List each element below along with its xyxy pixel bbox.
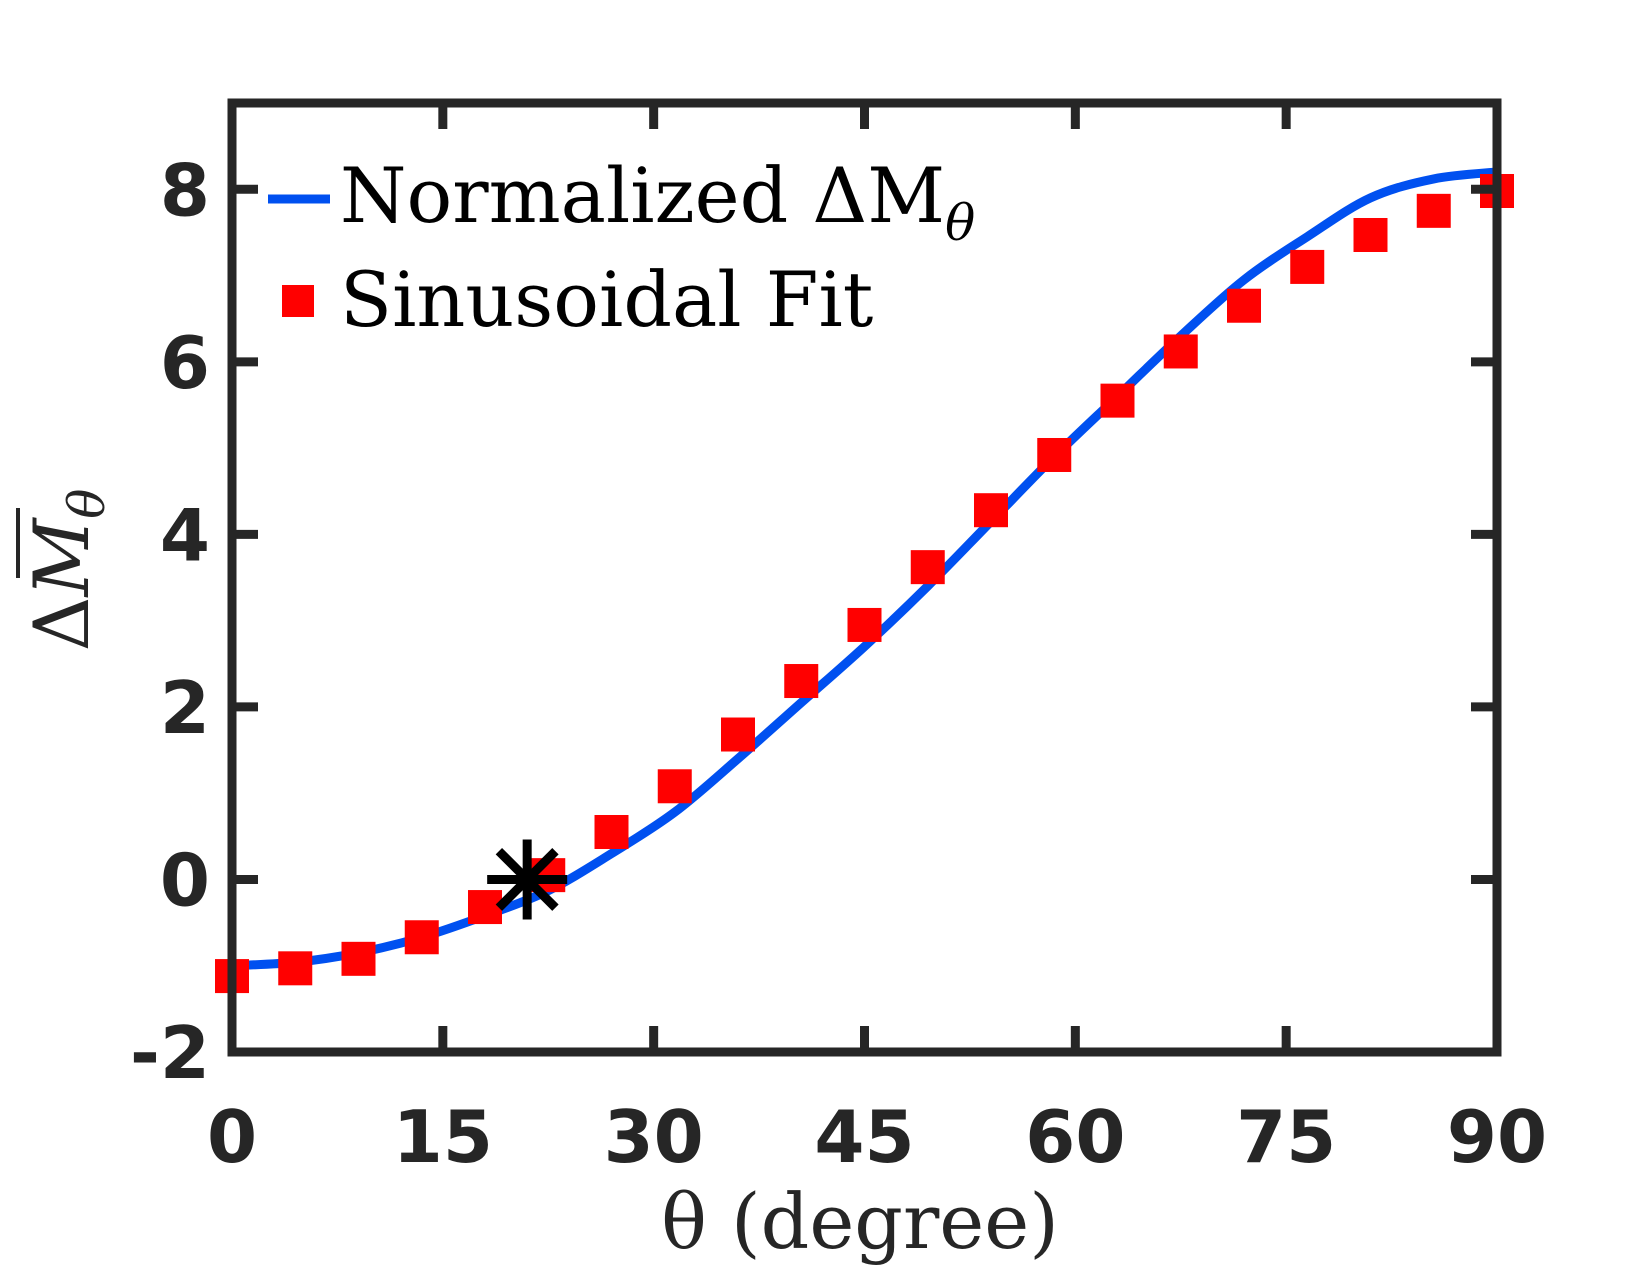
marker-point-6 [594,815,629,850]
y-tick-label-6: 6 [160,321,210,405]
marker-point-19 [1416,193,1451,228]
marker-point-18 [1353,217,1388,252]
marker-point-12 [974,493,1008,528]
marker-point-15 [1163,334,1198,369]
x-tick-label-30: 30 [604,1095,704,1179]
marker-point-3 [404,920,439,955]
line-series-layer [227,167,1502,971]
series-line-normalized [227,167,1502,971]
x-tick-label-15: 15 [393,1095,493,1179]
legend-label-marker: Sinusoidal Fit [340,255,873,344]
legend-swatch-marker [282,285,314,317]
x-tick-label-75: 75 [1236,1095,1336,1179]
marker-series-layer [215,173,1514,994]
axes-box [227,98,1502,1057]
asterisk-stroke-3 [495,847,559,911]
axes [227,98,1502,1057]
y-axis-title: ΔMθ [16,489,116,652]
annotation-layer [487,839,568,920]
legend-label-line: Normalized ΔMθ [340,151,975,252]
x-tick-label-90: 90 [1447,1095,1547,1179]
y-tick-label-2: 2 [160,666,210,750]
marker-point-2 [341,941,376,976]
marker-point-14 [1100,383,1135,418]
marker-point-16 [1227,288,1261,323]
marker-point-1 [278,951,313,986]
x-axis-title: θ (degree) [661,1177,1059,1266]
marker-point-7 [657,769,692,804]
marker-point-17 [1290,249,1325,284]
y-axis-title-text: ΔMθ [17,489,116,652]
marker-point-8 [721,717,755,752]
asterisk-marker [487,839,568,920]
y-axis-title-subscript: θ [58,489,116,519]
x-tick-label-0: 0 [207,1095,257,1179]
y-tick-label-4: 4 [160,493,210,577]
marker-point-13 [1037,437,1072,472]
legend-label-line-main: Normalized ΔM [340,151,945,240]
x-tick-label-60: 60 [1025,1095,1125,1179]
y-tick-label-8: 8 [160,148,210,232]
marker-point-9 [784,664,819,699]
y-tick-label--2: -2 [130,1011,210,1095]
x-tick-label-45: 45 [814,1095,914,1179]
y-axis-title-prefix: Δ [17,597,106,652]
legend-label-line-subscript: θ [945,194,975,252]
y-tick-label-0: 0 [160,838,210,922]
y-axis-title-symbol: M [17,517,106,599]
marker-point-4 [468,890,502,925]
marker-point-11 [910,550,945,585]
marker-point-10 [847,607,882,642]
